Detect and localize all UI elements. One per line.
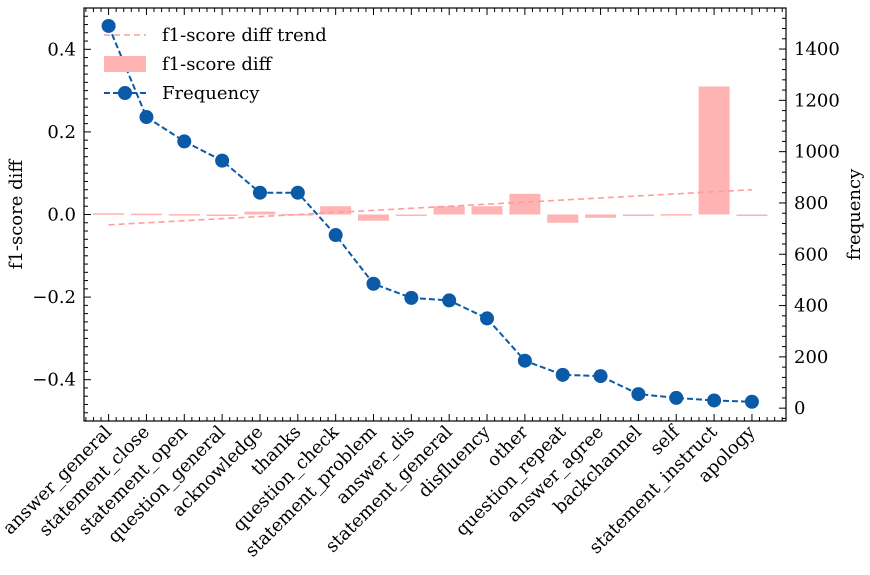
frequency-point-question_check bbox=[328, 228, 343, 243]
frequency-point-backchannel bbox=[631, 387, 646, 402]
y2-tick-label: 0 bbox=[794, 398, 805, 419]
frequency-point-statement_instruct bbox=[707, 393, 722, 408]
y2-tick-label: 800 bbox=[794, 193, 828, 214]
y2-tick-label: 200 bbox=[794, 347, 828, 368]
bar-statement_general bbox=[433, 206, 465, 215]
bar-disfluency bbox=[471, 206, 503, 215]
y-tick-label: 0.0 bbox=[47, 205, 76, 226]
bar-answer_dis bbox=[395, 214, 427, 216]
bar-statement_instruct bbox=[698, 86, 730, 215]
y2-tick-label: 1000 bbox=[794, 142, 840, 163]
bar-self bbox=[660, 214, 692, 216]
frequency-point-disfluency bbox=[480, 311, 495, 326]
bar-answer_general bbox=[93, 213, 125, 215]
frequency-point-statement_close bbox=[139, 110, 154, 125]
bar-statement_problem bbox=[357, 214, 390, 221]
frequency-point-statement_problem bbox=[366, 276, 381, 291]
bar-question_general bbox=[206, 214, 238, 216]
frequency-point-statement_general bbox=[442, 293, 457, 308]
legend-frequency-marker bbox=[118, 86, 132, 100]
y2-tick-label: 1400 bbox=[794, 39, 840, 60]
frequency-point-apology bbox=[744, 394, 759, 409]
bar-acknowledge bbox=[244, 211, 276, 215]
frequency-point-answer_agree bbox=[593, 369, 608, 384]
trend-line bbox=[108, 188, 752, 226]
y-tick-label: 0.4 bbox=[47, 39, 76, 60]
bar-question_repeat bbox=[547, 214, 579, 223]
legend-label: f1-score diff bbox=[162, 54, 273, 75]
frequency-point-other bbox=[517, 353, 532, 368]
legend-bar-handle bbox=[104, 56, 146, 72]
bar-statement_close bbox=[130, 213, 162, 216]
legend-label: f1-score diff trend bbox=[162, 25, 327, 46]
bar-apology bbox=[736, 214, 768, 216]
frequency-point-question_general bbox=[215, 153, 230, 168]
bar-answer_agree bbox=[585, 214, 617, 218]
y-axis-label: f1-score diff bbox=[6, 159, 27, 270]
y-tick-label: −0.2 bbox=[32, 287, 76, 308]
y-tick-label: 0.2 bbox=[47, 122, 76, 143]
bar-thanks bbox=[282, 214, 314, 216]
y2-tick-label: 600 bbox=[794, 244, 828, 265]
frequency-point-question_repeat bbox=[555, 367, 570, 382]
frequency-point-statement_open bbox=[177, 134, 192, 149]
frequency-point-thanks bbox=[290, 185, 305, 200]
y2-axis-label: frequency bbox=[844, 168, 865, 260]
bar-backchannel bbox=[622, 214, 654, 216]
legend-label: Frequency bbox=[162, 83, 260, 104]
y-tick-label: −0.4 bbox=[32, 370, 76, 391]
bar-statement_open bbox=[168, 214, 200, 216]
frequency-point-answer_dis bbox=[404, 290, 419, 305]
y2-tick-label: 400 bbox=[794, 296, 828, 317]
bar-question_check bbox=[320, 206, 352, 215]
frequency-point-acknowledge bbox=[252, 185, 267, 200]
frequency-point-answer_general bbox=[101, 18, 116, 33]
y2-tick-label: 1200 bbox=[794, 90, 840, 111]
bar-other bbox=[509, 193, 541, 215]
frequency-point-self bbox=[669, 390, 684, 405]
